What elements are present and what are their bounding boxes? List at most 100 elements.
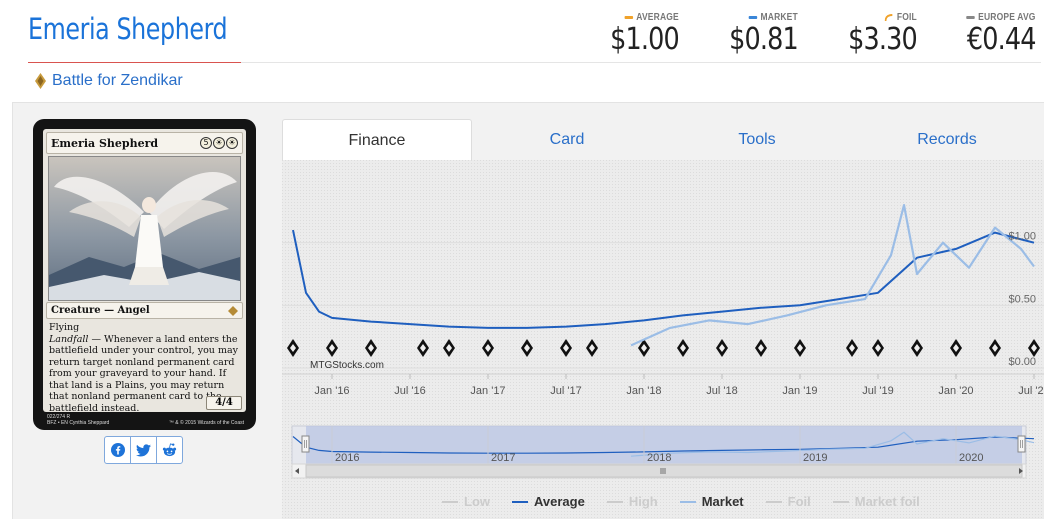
- x-tick-label: Jan '17: [470, 385, 505, 397]
- iko-set-icon[interactable]: [989, 339, 1001, 357]
- price-market-label: MARKET: [760, 12, 798, 23]
- emn-set-icon[interactable]: [417, 339, 429, 357]
- tab-card[interactable]: Card: [549, 131, 585, 148]
- navigator-tick-label: 2020: [959, 452, 983, 464]
- foil-marker-icon: [884, 13, 893, 21]
- m20-set-icon[interactable]: [872, 339, 884, 357]
- chart-watermark: MTGStocks.com: [310, 360, 384, 371]
- share-buttons: [104, 436, 183, 464]
- legend-average[interactable]: Average: [512, 494, 585, 509]
- x-tick-label: Jan '19: [782, 385, 817, 397]
- bfz-set-icon: [35, 73, 46, 89]
- navigator-left-handle[interactable]: [301, 435, 310, 453]
- tab-records[interactable]: Records: [917, 131, 977, 148]
- price-europe: EUROPE AVG €0.44: [954, 12, 1037, 57]
- title-underline: [28, 62, 241, 63]
- y-tick-label: $1.00: [1008, 231, 1036, 243]
- reddit-icon: [162, 443, 177, 457]
- card-image[interactable]: Emeria Shepherd 5 ☀ ☀: [33, 119, 256, 430]
- legend-high[interactable]: High: [606, 494, 658, 509]
- europe-marker-icon: [966, 16, 976, 19]
- scrollbar-thumb[interactable]: [305, 464, 1023, 478]
- price-average: AVERAGE $1.00: [598, 12, 680, 57]
- hou-set-icon[interactable]: [560, 339, 572, 357]
- set-link[interactable]: Battle for Zendikar: [35, 72, 183, 90]
- card-power-toughness: 4/4: [206, 396, 242, 410]
- dom-set-icon[interactable]: [677, 339, 689, 357]
- scroll-left-icon[interactable]: [295, 468, 299, 474]
- thb-set-icon[interactable]: [950, 339, 962, 357]
- navigator-line-market: [630, 431, 1035, 457]
- card-title: Emeria Shepherd: [28, 12, 228, 46]
- legend-foil[interactable]: Foil: [765, 494, 811, 509]
- navigator-right-handle[interactable]: [1017, 435, 1026, 453]
- series-line-average[interactable]: [292, 229, 1035, 329]
- navigator-tick-label: 2016: [335, 452, 359, 464]
- price-europe-label: EUROPE AVG: [978, 12, 1036, 23]
- price-market-value: $0.81: [728, 22, 799, 57]
- rix-set-icon[interactable]: [638, 339, 650, 357]
- soi-set-icon[interactable]: [365, 339, 377, 357]
- card-rules-text: Flying Landfall — Whenever a land enters…: [49, 322, 240, 414]
- y-tick-label: $0.00: [1008, 356, 1036, 368]
- price-foil-label: FOIL: [896, 12, 917, 23]
- aer-set-icon[interactable]: [482, 339, 494, 357]
- price-average-label: AVERAGE: [636, 12, 679, 23]
- x-tick-label: Jul '19: [862, 385, 893, 397]
- x-tick-label: Jul '20: [1018, 385, 1044, 397]
- legend-low[interactable]: Low: [442, 494, 490, 509]
- navigator-line-average: [292, 436, 1035, 454]
- mana-white-icon: ☀: [226, 137, 238, 149]
- tab-bar: Finance Card Tools Records: [282, 119, 1044, 160]
- price-foil: FOIL $3.30: [836, 12, 918, 57]
- navigator-tick-label: 2019: [803, 452, 827, 464]
- share-facebook-button[interactable]: [104, 436, 131, 464]
- card-keyword: Flying: [49, 322, 80, 333]
- card-image-name: Emeria Shepherd: [51, 136, 159, 150]
- legend-market-foil[interactable]: Market foil: [832, 494, 920, 509]
- x-tick-label: Jul '18: [706, 385, 737, 397]
- series-line-market[interactable]: [630, 204, 1035, 347]
- share-twitter-button[interactable]: [130, 436, 157, 464]
- rna-set-icon[interactable]: [794, 339, 806, 357]
- market-marker-icon: [748, 16, 757, 19]
- price-summary: AVERAGE $1.00 MARKET $0.81 FOIL $3.30 EU…: [598, 12, 1037, 57]
- twitter-icon: [136, 443, 151, 456]
- card-art: [48, 156, 241, 301]
- set-name[interactable]: Battle for Zendikar: [52, 72, 183, 89]
- kld-set-icon[interactable]: [443, 339, 455, 357]
- card-collector-number: 022/274 R: [47, 414, 71, 420]
- legend-market[interactable]: Market: [679, 494, 744, 509]
- navigator-selection[interactable]: [306, 426, 1022, 464]
- tab-finance[interactable]: Finance: [282, 119, 472, 160]
- card-ability-text: — Whenever a land enters the battlefield…: [49, 333, 238, 414]
- x-tick-label: Jan '16: [314, 385, 349, 397]
- bfz-set-icon[interactable]: [287, 339, 299, 357]
- navigator-tick-label: 2017: [491, 452, 515, 464]
- mana-white-icon: ☀: [213, 137, 225, 149]
- bfz-set-icon: [228, 305, 238, 316]
- chart-legend: Low Average High Market Foil Market foil: [442, 494, 920, 509]
- war-set-icon[interactable]: [846, 339, 858, 357]
- tab-tools[interactable]: Tools: [738, 131, 776, 148]
- m19-set-icon[interactable]: [716, 339, 728, 357]
- eld-set-icon[interactable]: [911, 339, 923, 357]
- x-tick-label: Jul '16: [394, 385, 425, 397]
- x-tick-label: Jan '18: [626, 385, 661, 397]
- xln-set-icon[interactable]: [586, 339, 598, 357]
- scroll-right-icon[interactable]: [1019, 468, 1023, 474]
- grn-set-icon[interactable]: [755, 339, 767, 357]
- m21-set-icon[interactable]: [1028, 339, 1040, 357]
- card-set-line: BFZ • EN: [47, 420, 68, 426]
- price-market: MARKET $0.81: [717, 12, 799, 57]
- akh-set-icon[interactable]: [521, 339, 533, 357]
- price-chart-svg: Jan '16 Jul '16 Jan '17 Jul '17 Jan '18 Jul '…: [282, 160, 1044, 519]
- card-type-line: Creature — Angel: [51, 305, 150, 316]
- ogw-set-icon[interactable]: [326, 339, 338, 357]
- mana-generic-icon: 5: [200, 137, 212, 149]
- price-chart[interactable]: Jan '16 Jul '16 Jan '17 Jul '17 Jan '18 Jul '…: [282, 160, 1044, 519]
- price-foil-value: $3.30: [847, 22, 918, 57]
- share-reddit-button[interactable]: [156, 436, 183, 464]
- price-europe-value: €0.44: [967, 22, 1037, 57]
